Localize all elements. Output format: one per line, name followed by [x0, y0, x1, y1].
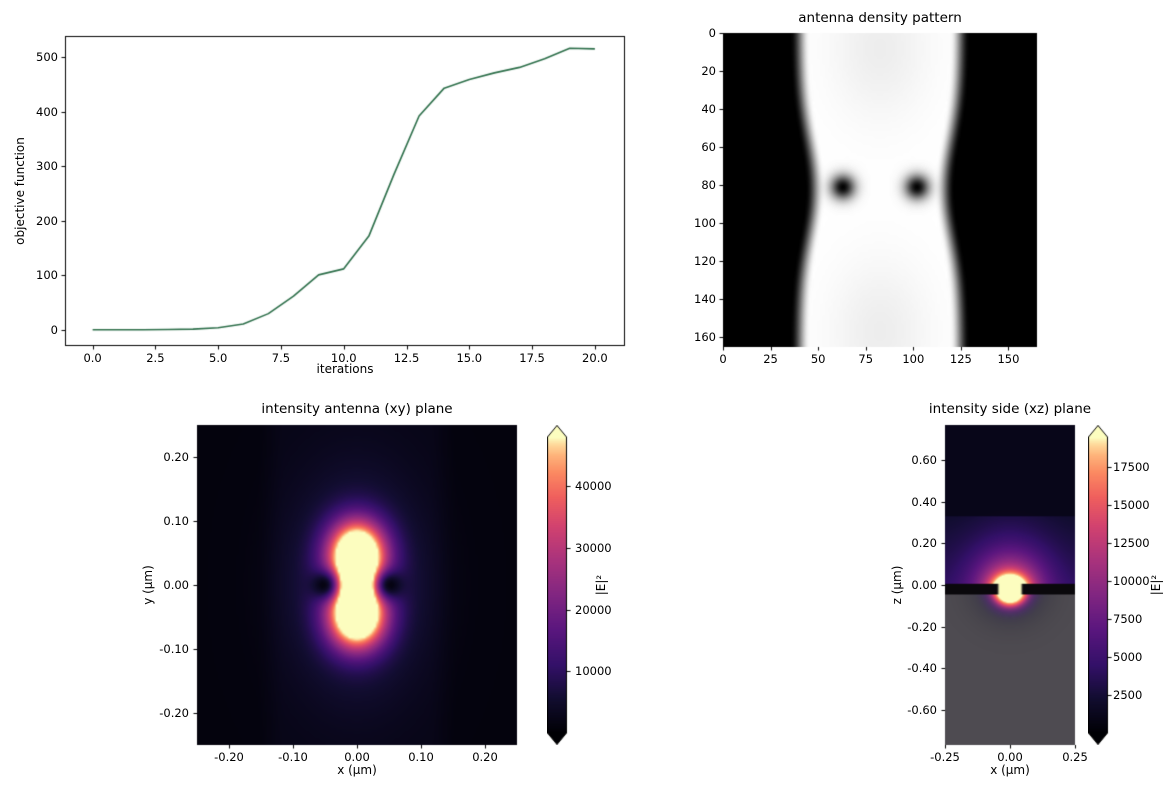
xy-y-axis-label: y (µm): [141, 565, 155, 605]
tick-label: 17500: [1113, 460, 1150, 475]
xy-colorbar: [547, 425, 571, 745]
tick-label: -0.10: [159, 642, 189, 656]
tick-label: 5000: [1113, 650, 1143, 665]
tick-label: 7.5: [271, 351, 291, 365]
tick-label: 160: [694, 330, 716, 345]
xz-heatmap: [937, 417, 1083, 753]
tick-label: 100: [902, 352, 925, 366]
objective-y-axis-label: objective function: [13, 137, 27, 245]
tick-label: 140: [694, 292, 716, 307]
tick-label: -0.10: [278, 750, 308, 764]
tick-label: 0.10: [163, 514, 189, 528]
tick-label: 0.20: [911, 536, 937, 551]
xz-x-axis-label: x (µm): [990, 763, 1030, 777]
tick-label: 60: [701, 140, 716, 155]
tick-label: 50: [810, 352, 826, 366]
tick-label: 12500: [1113, 536, 1150, 551]
tick-label: 20000: [575, 602, 612, 617]
xz-y-axis-label: z (µm): [890, 565, 904, 605]
tick-label: 200: [36, 213, 58, 228]
tick-label: -0.40: [907, 661, 937, 676]
tick-label: 30000: [575, 541, 612, 555]
tick-label: 20: [701, 64, 716, 79]
xy-heatmap: [189, 417, 525, 753]
tick-label: 0: [719, 352, 727, 366]
tick-label: 0: [50, 323, 58, 337]
tick-label: 0.00: [163, 578, 189, 592]
objective-line-plot: [57, 28, 633, 354]
tick-label: 0.40: [911, 494, 937, 509]
tick-label: 15.0: [456, 351, 483, 365]
tick-label: 0.10: [408, 750, 434, 764]
tick-label: -0.25: [930, 750, 960, 764]
tick-label: 100: [694, 216, 716, 231]
tick-label: 0.25: [1062, 750, 1088, 764]
tick-label: 10000: [1113, 574, 1150, 589]
tick-label: 150: [997, 352, 1020, 366]
tick-label: 0.20: [163, 450, 189, 464]
tick-label: 75: [858, 352, 874, 366]
tick-label: 0.00: [344, 750, 370, 764]
xz-title: intensity side (xz) plane: [928, 401, 1092, 417]
tick-label: -0.60: [907, 702, 937, 717]
tick-label: 2.5: [146, 351, 165, 365]
xz-colorbar: [1088, 425, 1112, 745]
tick-label: -0.20: [214, 750, 244, 764]
tick-label: 20.0: [582, 351, 608, 365]
tick-label: 17.5: [519, 351, 545, 365]
tick-label: 40000: [575, 479, 612, 494]
tick-label: -0.20: [907, 619, 937, 634]
tick-label: 12.5: [393, 351, 420, 365]
objective-x-axis-label: iterations: [316, 362, 374, 376]
xy-x-axis-label: x (µm): [337, 763, 377, 777]
xy-title: intensity antenna (xy) plane: [261, 401, 453, 417]
tick-label: 15000: [1113, 498, 1150, 513]
tick-label: 40: [701, 102, 716, 117]
tick-label: 0.0: [83, 351, 102, 365]
tick-label: 0.00: [911, 578, 937, 592]
tick-label: 400: [36, 104, 58, 119]
tick-label: -0.20: [159, 706, 189, 720]
tick-label: 10.0: [330, 351, 357, 365]
density-title: antenna density pattern: [798, 10, 962, 26]
tick-label: 0.60: [911, 453, 937, 468]
tick-label: 120: [694, 254, 716, 269]
tick-label: 80: [701, 178, 716, 193]
tick-label: 10000: [575, 664, 612, 679]
tick-label: 500: [36, 50, 58, 65]
tick-label: 125: [949, 352, 972, 366]
tick-label: 0: [708, 26, 716, 40]
tick-label: 100: [36, 268, 58, 283]
tick-label: 25: [763, 352, 778, 366]
tick-label: 7500: [1113, 612, 1143, 627]
tick-label: 2500: [1113, 688, 1143, 703]
tick-label: 300: [36, 159, 58, 174]
xz-colorbar-label: |E|²: [1149, 574, 1163, 596]
xy-colorbar-label: |E|²: [594, 574, 608, 596]
density-heatmap: [715, 25, 1045, 355]
tick-label: 0.20: [472, 750, 498, 764]
tick-label: 0.00: [997, 750, 1023, 764]
tick-label: 5.0: [209, 351, 228, 365]
